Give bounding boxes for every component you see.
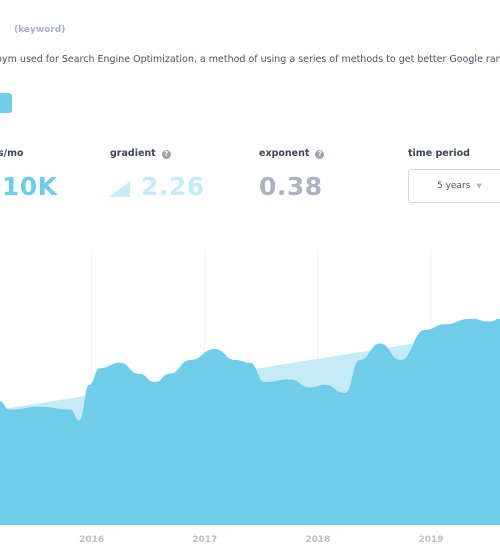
dropdown-arrow: ▼ — [476, 182, 482, 190]
stat-label: time period — [408, 148, 470, 159]
stat-value: 110K — [0, 172, 58, 201]
button[interactable] — [0, 93, 12, 113]
description: nym used for Search Engine Optimization,… — [0, 54, 500, 65]
select-value: 5 years — [437, 181, 471, 191]
time-period-select[interactable]: 5 years ▼ — [408, 169, 500, 203]
stat-label-text: s/mo — [0, 148, 24, 159]
gradient-icon — [109, 181, 130, 197]
stat-label-text: exponent — [259, 148, 310, 159]
x-tick-label: 2017 — [192, 535, 217, 545]
stat-label: gradient? — [110, 148, 171, 159]
stat-value: 2.26 — [141, 172, 205, 201]
x-tick-label: 2018 — [305, 535, 330, 545]
stat-value: 0.38 — [259, 172, 323, 201]
x-tick-label: 2019 — [418, 535, 443, 545]
stat-label: exponent? — [259, 148, 325, 159]
keyword-tag: (keyword) — [14, 25, 66, 35]
help-icon[interactable]: ? — [161, 150, 171, 159]
area — [0, 318, 500, 525]
gradient-shape — [109, 181, 130, 197]
stat-label: s/mo — [0, 148, 24, 159]
stat-label-text: time period — [408, 148, 470, 159]
stat-label-text: gradient — [110, 148, 156, 159]
x-tick-label: 2016 — [79, 535, 104, 545]
help-icon[interactable]: ? — [315, 150, 325, 159]
